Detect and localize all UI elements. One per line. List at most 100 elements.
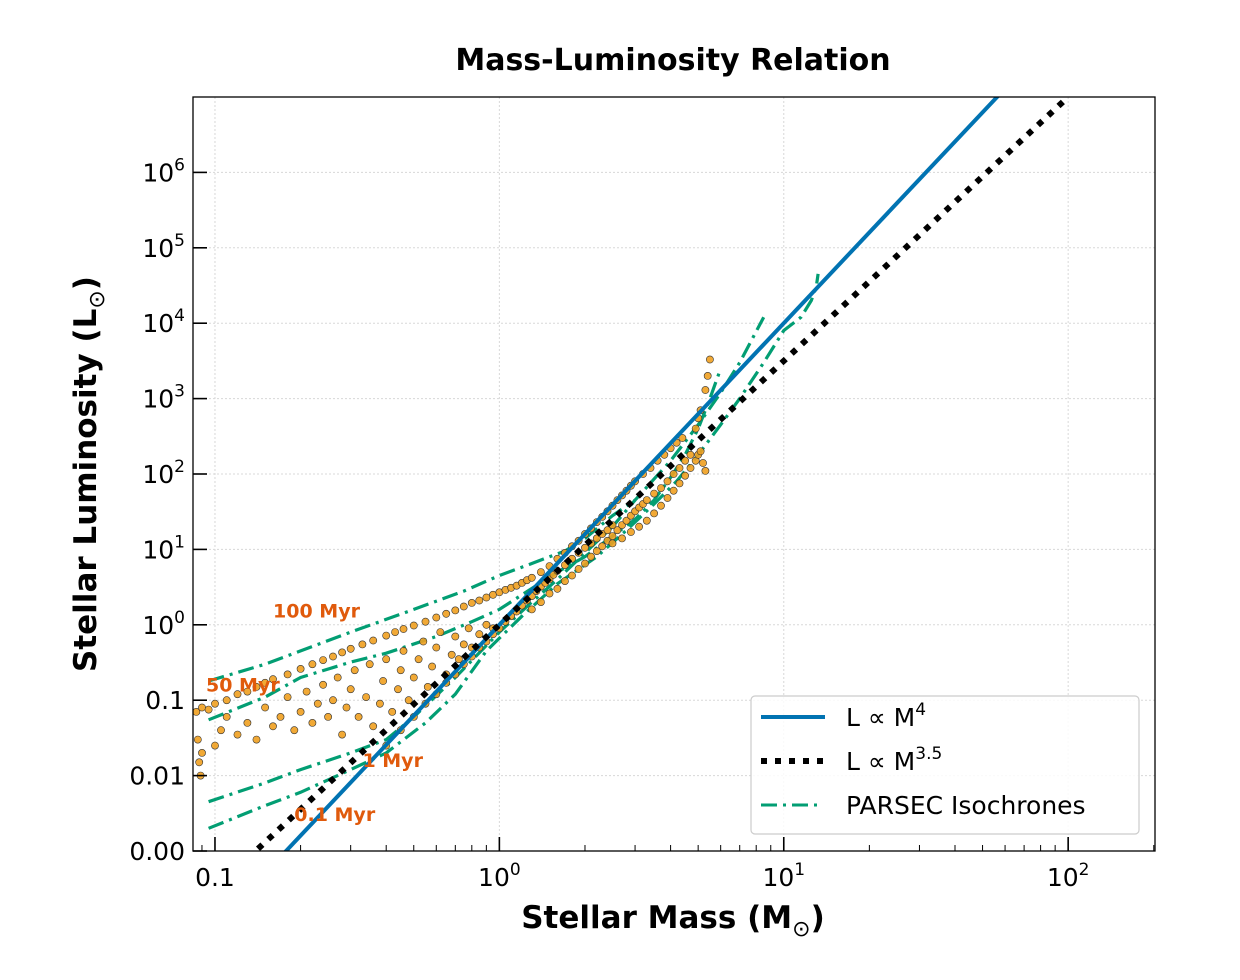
scatter-point — [346, 685, 355, 694]
scatter-point — [198, 749, 206, 757]
y-tick-label: 104 — [142, 306, 185, 338]
scatter-point — [276, 713, 285, 721]
scatter-point — [581, 543, 589, 552]
scatter-point — [568, 571, 576, 580]
scatter-point — [447, 650, 456, 659]
scatter-point — [657, 484, 665, 492]
scatter-point — [365, 660, 374, 669]
scatter-point — [464, 624, 473, 633]
scatter-point — [290, 726, 299, 735]
y-tick-label: 100 — [142, 608, 185, 640]
chart-title: Mass-Luminosity Relation — [455, 43, 890, 78]
scatter-point — [691, 424, 700, 433]
scatter-point — [657, 501, 665, 510]
scatter-point — [678, 434, 687, 442]
scatter-point — [391, 628, 399, 636]
scatter-point — [375, 699, 384, 708]
legend-label: PARSEC Isochrones — [846, 791, 1086, 820]
legend: L ∝ M4 L ∝ M3.5 PARSEC Isochrones — [750, 695, 1140, 835]
scatter-point — [454, 655, 463, 664]
scatter-point — [527, 573, 536, 582]
scatter-point — [696, 447, 705, 456]
x-tick-label: 102 — [1047, 860, 1090, 892]
scatter-point — [663, 494, 672, 502]
legend-label: L ∝ M4 — [846, 700, 926, 732]
scatter-point — [217, 726, 225, 735]
scatter-point — [451, 632, 460, 641]
scatter-point — [329, 652, 337, 661]
scatter-point — [627, 528, 635, 536]
scatter-point — [537, 568, 545, 576]
scatter-point — [243, 687, 252, 696]
scatter-point — [482, 593, 491, 602]
x-axis: 0.1 100 101 102 — [195, 837, 1155, 892]
scatter-point — [527, 605, 536, 614]
scatter-point — [396, 666, 405, 675]
scatter-point — [193, 708, 201, 716]
scatter-point — [283, 693, 292, 701]
isochrone-line — [208, 316, 766, 804]
scatter-point — [409, 621, 418, 630]
scatter-point — [369, 636, 378, 645]
scatter-point — [663, 477, 672, 486]
scatter-point — [467, 599, 476, 607]
scatter-point — [198, 703, 206, 712]
scatter-point — [369, 722, 378, 731]
scatter-point — [482, 620, 491, 629]
scatter-point — [432, 643, 441, 652]
scatter-point — [650, 489, 658, 498]
scatter-point — [338, 730, 346, 739]
y-axis: 0.00 0.01 0.1 100 101 102 103 104 105 106 — [129, 155, 207, 866]
scatter-point — [642, 516, 651, 525]
x-tick-label: 100 — [478, 860, 521, 892]
scatter-point — [233, 690, 242, 699]
scatter-point — [296, 665, 305, 673]
scatter-point — [319, 656, 327, 664]
scatter-point — [622, 516, 631, 525]
scatter-point — [414, 655, 423, 664]
y-tick-label: 106 — [142, 155, 185, 187]
scatter-point — [436, 628, 445, 636]
scatter-point — [423, 683, 432, 691]
scatter-point — [261, 678, 269, 687]
scatter-point — [592, 534, 601, 543]
scatter-point — [675, 479, 684, 488]
y-tick-label: 0.01 — [129, 762, 185, 791]
scatter-point — [362, 693, 370, 701]
scatter-point — [442, 609, 451, 618]
scatter-point — [537, 598, 545, 606]
scatter-point — [338, 648, 346, 657]
scatter-point — [432, 613, 441, 622]
scatter-point — [561, 577, 569, 585]
scatter-series — [193, 355, 714, 780]
scatter-point — [701, 466, 710, 475]
legend-box — [750, 695, 1140, 835]
scatter-point — [613, 526, 622, 535]
scatter-point — [409, 673, 418, 682]
scatter-point — [204, 705, 213, 714]
x-tick-label: 101 — [762, 860, 805, 892]
scatter-point — [382, 631, 391, 640]
scatter-point — [350, 666, 359, 675]
scatter-point — [681, 456, 689, 465]
scatter-point — [699, 459, 707, 467]
scatter-point — [669, 486, 678, 495]
y-tick-label: 0.1 — [145, 686, 185, 715]
scatter-point — [421, 617, 430, 626]
scatter-point — [269, 722, 277, 731]
scatter-point — [475, 596, 484, 605]
scatter-point — [650, 509, 658, 518]
scatter-point — [592, 547, 601, 555]
scatter-point — [475, 630, 484, 639]
scatter-point — [243, 719, 252, 727]
scatter-point — [211, 741, 219, 750]
scatter-point — [428, 662, 436, 671]
scatter-point — [333, 673, 342, 682]
scatter-point — [308, 719, 317, 727]
scatter-point — [358, 640, 367, 649]
isochrone-series — [208, 273, 820, 830]
y-tick-label: 0.00 — [129, 837, 185, 866]
scatter-point — [669, 470, 678, 478]
scatter-point — [283, 670, 292, 679]
